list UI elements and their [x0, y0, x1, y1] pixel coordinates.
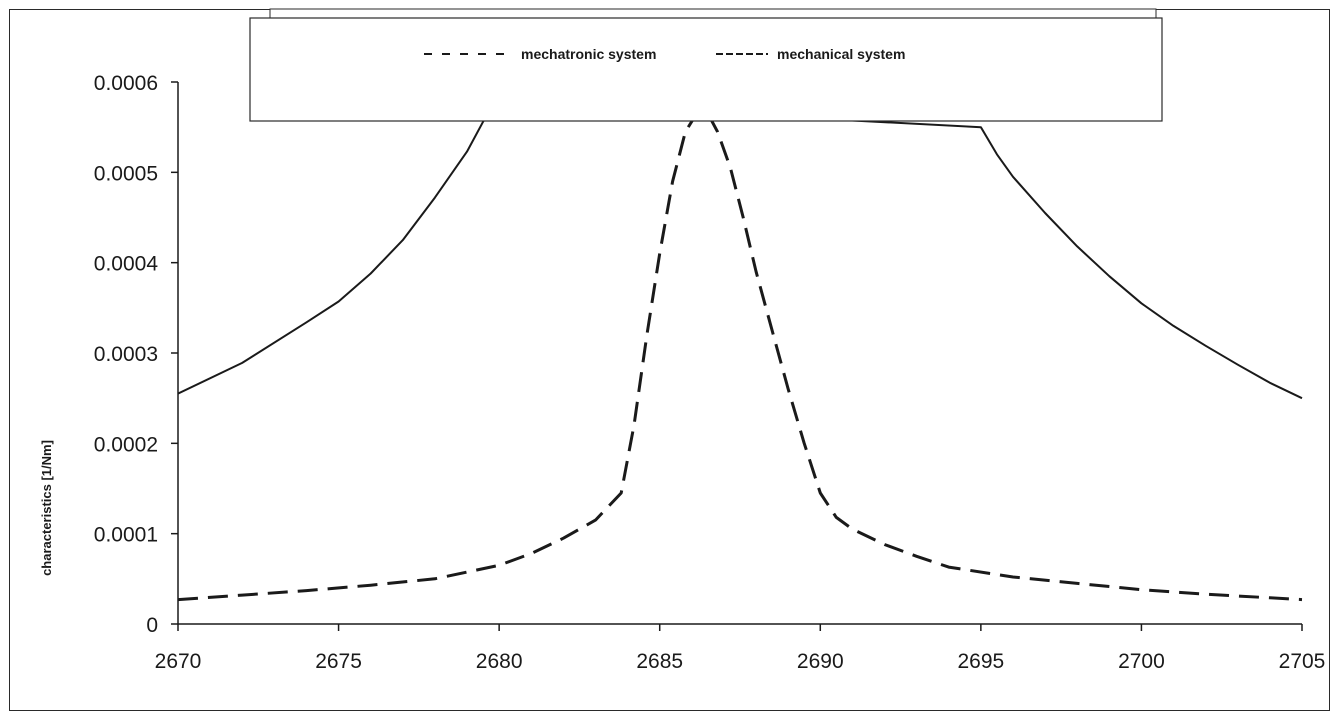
y-tick-label: 0.0005 — [94, 162, 158, 185]
y-tick-label: 0.0001 — [94, 524, 158, 547]
x-tick-label: 2680 — [476, 650, 523, 673]
legend-label-mechanical: mechanical system — [777, 46, 905, 62]
y-tick-label: 0 — [146, 614, 158, 637]
x-tick-label: 2685 — [636, 650, 683, 673]
ticks-layer: 2670 2675 2680 2685 2690 2695 2700 2705 0 0.0001 0… — [94, 72, 1326, 673]
x-tick-label: 2700 — [1118, 650, 1165, 673]
legend-label-mechatronic: mechatronic system — [521, 46, 656, 62]
y-tick-label: 0.0004 — [94, 253, 159, 276]
x-tick-label: 2670 — [155, 650, 202, 673]
series-line-mechatronic-system — [178, 109, 1303, 602]
y-tick-label: 0.0003 — [94, 343, 158, 366]
x-tick-label: 2690 — [797, 650, 844, 673]
series-layer — [178, 100, 1303, 602]
legend-box — [249, 17, 1163, 122]
x-tick-label: 2675 — [315, 650, 362, 673]
y-axis-title: characteristics [1/Nm] — [39, 440, 54, 576]
y-tick-label: 0.0006 — [94, 72, 158, 95]
legend: mechatronic system mechanical system — [249, 8, 1163, 122]
chart-frame — [9, 9, 1330, 711]
y-tick-label: 0.0002 — [94, 433, 158, 456]
legend-top-strip — [269, 8, 1157, 19]
axes-layer — [177, 82, 1302, 625]
x-tick-label: 2695 — [957, 650, 1004, 673]
series-line-mechanical-system — [178, 100, 1303, 400]
x-tick-label: 2705 — [1279, 650, 1326, 673]
